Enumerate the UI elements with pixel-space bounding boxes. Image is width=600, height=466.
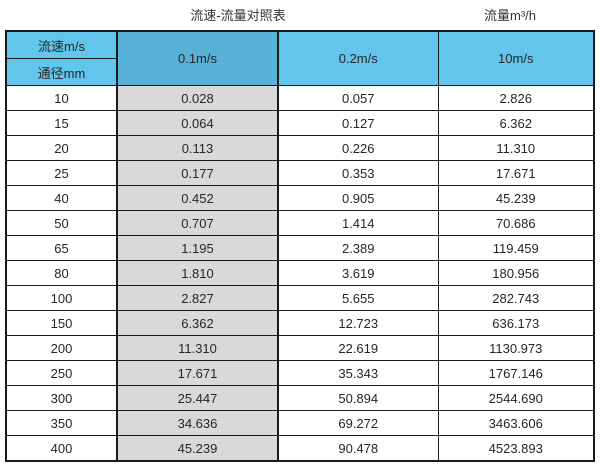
flow-value-cell: 17.671 xyxy=(437,160,595,186)
flow-value-cell: 4523.893 xyxy=(437,435,595,462)
flow-value-cell: 11.310 xyxy=(437,135,595,161)
flow-value-cell: 1.810 xyxy=(116,260,279,286)
flow-value-cell: 45.239 xyxy=(116,435,279,462)
flow-value-cell: 0.226 xyxy=(277,135,439,161)
flow-value-cell: 2.826 xyxy=(437,85,595,111)
table-row: 25 0.177 0.353 17.671 xyxy=(5,160,595,186)
diameter-cell: 200 xyxy=(5,335,118,361)
diameter-cell: 250 xyxy=(5,360,118,386)
table-row: 200 11.310 22.619 1130.973 xyxy=(5,335,595,361)
flow-value-cell: 1.414 xyxy=(277,210,439,236)
table-row: 350 34.636 69.272 3463.606 xyxy=(5,410,595,436)
table-title: 流速-流量对照表 xyxy=(190,8,286,23)
title-bar: 流速-流量对照表 流量m³/h xyxy=(0,0,600,28)
table-row: 20 0.113 0.226 11.310 xyxy=(5,135,595,161)
flow-value-cell: 1767.146 xyxy=(437,360,595,386)
flow-value-cell: 2544.690 xyxy=(437,385,595,411)
table-row: 150 6.362 12.723 636.173 xyxy=(5,310,595,336)
flow-value-cell: 35.343 xyxy=(277,360,439,386)
table-row: 250 17.671 35.343 1767.146 xyxy=(5,360,595,386)
table-row: 40 0.452 0.905 45.239 xyxy=(5,185,595,211)
diameter-cell: 50 xyxy=(5,210,118,236)
diameter-cell: 400 xyxy=(5,435,118,462)
flow-value-cell: 0.353 xyxy=(277,160,439,186)
flow-value-cell: 11.310 xyxy=(116,335,279,361)
diameter-cell: 10 xyxy=(5,85,118,111)
flow-value-cell: 1.195 xyxy=(116,235,279,261)
table-row: 100 2.827 5.655 282.743 xyxy=(5,285,595,311)
table-row: 400 45.239 90.478 4523.893 xyxy=(5,435,595,462)
flow-value-cell: 6.362 xyxy=(437,110,595,136)
flow-value-cell: 0.905 xyxy=(277,185,439,211)
diameter-cell: 15 xyxy=(5,110,118,136)
flow-value-cell: 6.362 xyxy=(116,310,279,336)
flow-value-cell: 0.064 xyxy=(116,110,279,136)
flow-value-cell: 0.028 xyxy=(116,85,279,111)
table-row: 80 1.810 3.619 180.956 xyxy=(5,260,595,286)
header-row-velocity: 流速m/s 0.1m/s 0.2m/s 10m/s xyxy=(5,30,595,86)
table-row: 15 0.064 0.127 6.362 xyxy=(5,110,595,136)
flow-value-cell: 50.894 xyxy=(277,385,439,411)
col-header-velocity-10: 10m/s xyxy=(437,30,595,86)
corner-diameter-label: 通径mm xyxy=(5,58,118,86)
flow-value-cell: 3463.606 xyxy=(437,410,595,436)
corner-velocity-label: 流速m/s xyxy=(5,30,118,59)
flow-value-cell: 2.389 xyxy=(277,235,439,261)
flow-value-cell: 25.447 xyxy=(116,385,279,411)
flow-value-cell: 90.478 xyxy=(277,435,439,462)
table-row: 65 1.195 2.389 119.459 xyxy=(5,235,595,261)
diameter-cell: 300 xyxy=(5,385,118,411)
flow-value-cell: 0.452 xyxy=(116,185,279,211)
table-row: 10 0.028 0.057 2.826 xyxy=(5,85,595,111)
diameter-cell: 25 xyxy=(5,160,118,186)
table-row: 300 25.447 50.894 2544.690 xyxy=(5,385,595,411)
flow-value-cell: 119.459 xyxy=(437,235,595,261)
diameter-cell: 150 xyxy=(5,310,118,336)
flow-value-cell: 0.113 xyxy=(116,135,279,161)
flow-value-cell: 636.173 xyxy=(437,310,595,336)
flow-value-cell: 70.686 xyxy=(437,210,595,236)
flow-value-cell: 69.272 xyxy=(277,410,439,436)
flow-rate-table: 流速m/s 0.1m/s 0.2m/s 10m/s 通径mm 10 0.028 0.… xyxy=(5,30,595,462)
table-body: 流速m/s 0.1m/s 0.2m/s 10m/s 通径mm 10 0.028 0.… xyxy=(5,30,595,462)
flow-value-cell: 22.619 xyxy=(277,335,439,361)
flow-value-cell: 2.827 xyxy=(116,285,279,311)
flow-value-cell: 0.707 xyxy=(116,210,279,236)
diameter-cell: 40 xyxy=(5,185,118,211)
flow-value-cell: 0.127 xyxy=(277,110,439,136)
col-header-velocity-0-1: 0.1m/s xyxy=(116,30,279,86)
flow-value-cell: 0.057 xyxy=(277,85,439,111)
flow-value-cell: 180.956 xyxy=(437,260,595,286)
header-row-diameter: 通径mm xyxy=(5,58,594,86)
diameter-cell: 20 xyxy=(5,135,118,161)
flow-value-cell: 0.177 xyxy=(116,160,279,186)
diameter-cell: 100 xyxy=(5,285,118,311)
diameter-cell: 80 xyxy=(5,260,118,286)
flow-value-cell: 3.619 xyxy=(277,260,439,286)
col-header-velocity-0-2: 0.2m/s xyxy=(277,30,439,86)
flow-value-cell: 5.655 xyxy=(277,285,439,311)
diameter-cell: 350 xyxy=(5,410,118,436)
flow-value-cell: 17.671 xyxy=(116,360,279,386)
flow-unit-label: 流量m³/h xyxy=(483,8,537,23)
flow-value-cell: 34.636 xyxy=(116,410,279,436)
flow-value-cell: 12.723 xyxy=(277,310,439,336)
diameter-cell: 65 xyxy=(5,235,118,261)
table-row: 50 0.707 1.414 70.686 xyxy=(5,210,595,236)
flow-value-cell: 45.239 xyxy=(437,185,595,211)
flow-value-cell: 282.743 xyxy=(437,285,595,311)
flow-value-cell: 1130.973 xyxy=(437,335,595,361)
